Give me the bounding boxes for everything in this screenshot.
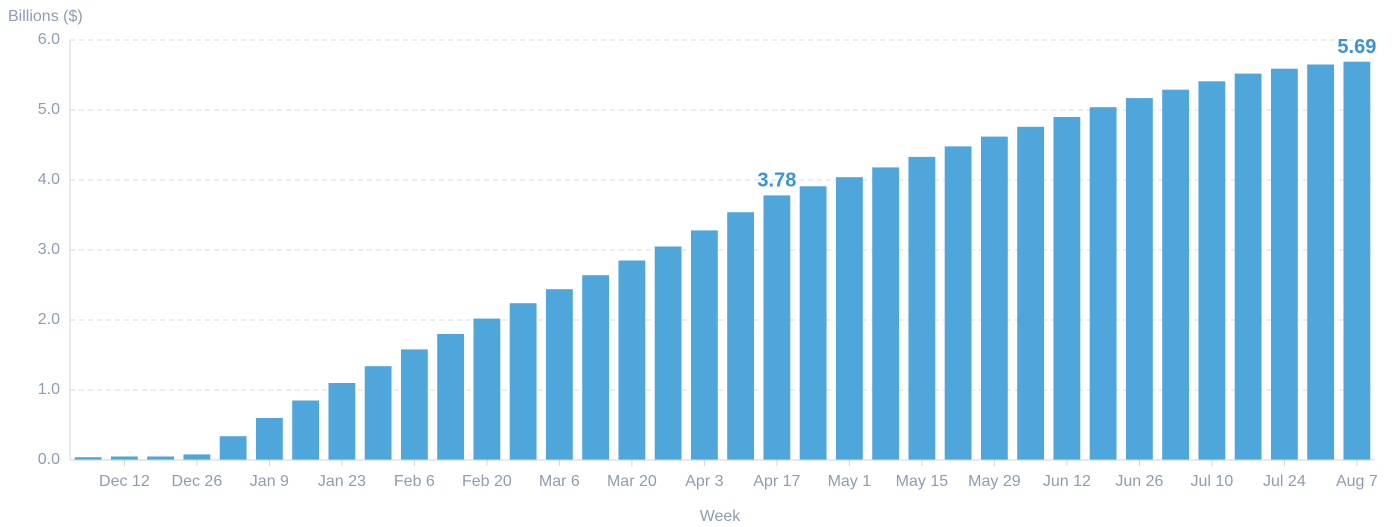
bar [1125, 98, 1153, 460]
bar [255, 418, 283, 460]
bar [1234, 73, 1262, 460]
bar [509, 303, 537, 460]
bar [328, 383, 356, 460]
bar [763, 195, 791, 460]
x-tick-label: Dec 12 [99, 473, 150, 490]
bar [1089, 107, 1117, 460]
bar [364, 366, 392, 460]
bar [292, 400, 320, 460]
x-tick-label: Aug 7 [1336, 473, 1378, 490]
bar [147, 456, 175, 460]
x-tick-label: Feb 6 [394, 473, 435, 490]
bar [727, 212, 755, 460]
bar [1198, 81, 1226, 461]
y-axis-label: Billions ($) [8, 8, 83, 25]
bar [799, 186, 827, 461]
x-tick-label: Mar 20 [607, 473, 657, 490]
bar [219, 436, 247, 460]
x-tick-label: May 15 [896, 473, 949, 490]
y-tick-label: 2.0 [38, 311, 60, 328]
value-label: 5.69 [1337, 36, 1376, 58]
bar [654, 246, 682, 460]
x-tick-label: May 1 [828, 473, 872, 490]
x-tick-label: Jan 23 [318, 473, 366, 490]
bar [1162, 89, 1190, 460]
x-tick-label: Dec 26 [172, 473, 223, 490]
y-tick-label: 1.0 [38, 381, 60, 398]
x-tick-label: Feb 20 [462, 473, 512, 490]
x-axis-label: Week [700, 508, 742, 525]
bar [582, 275, 610, 460]
bar [110, 456, 138, 460]
bar [944, 146, 972, 460]
bar [618, 260, 646, 460]
bar [872, 167, 900, 460]
x-tick-label: Jul 10 [1191, 473, 1234, 490]
x-tick-label: Jun 12 [1043, 473, 1091, 490]
value-label: 3.78 [757, 170, 796, 192]
y-tick-label: 5.0 [38, 101, 60, 118]
bar [1307, 64, 1335, 460]
y-tick-label: 0.0 [38, 451, 60, 468]
bar [835, 177, 863, 460]
bar [1017, 126, 1045, 461]
y-tick-label: 4.0 [38, 171, 60, 188]
x-tick-label: Apr 17 [753, 473, 800, 490]
bar [908, 156, 936, 460]
bar [183, 454, 211, 460]
bar [437, 334, 465, 460]
x-tick-label: May 29 [968, 473, 1021, 490]
x-tick-label: Jul 24 [1263, 473, 1306, 490]
bar [1053, 117, 1081, 460]
x-tick-label: Apr 3 [685, 473, 723, 490]
y-tick-label: 6.0 [38, 31, 60, 48]
y-tick-label: 3.0 [38, 241, 60, 258]
x-tick-label: Jan 9 [250, 473, 289, 490]
bar [1270, 68, 1298, 460]
bar [473, 318, 501, 460]
x-tick-label: Jun 26 [1115, 473, 1163, 490]
bar [74, 457, 102, 460]
bar [690, 230, 718, 460]
bar [545, 289, 573, 460]
x-tick-label: Mar 6 [539, 473, 580, 490]
bar [400, 349, 428, 460]
bar [1343, 61, 1371, 460]
bar [980, 136, 1008, 460]
